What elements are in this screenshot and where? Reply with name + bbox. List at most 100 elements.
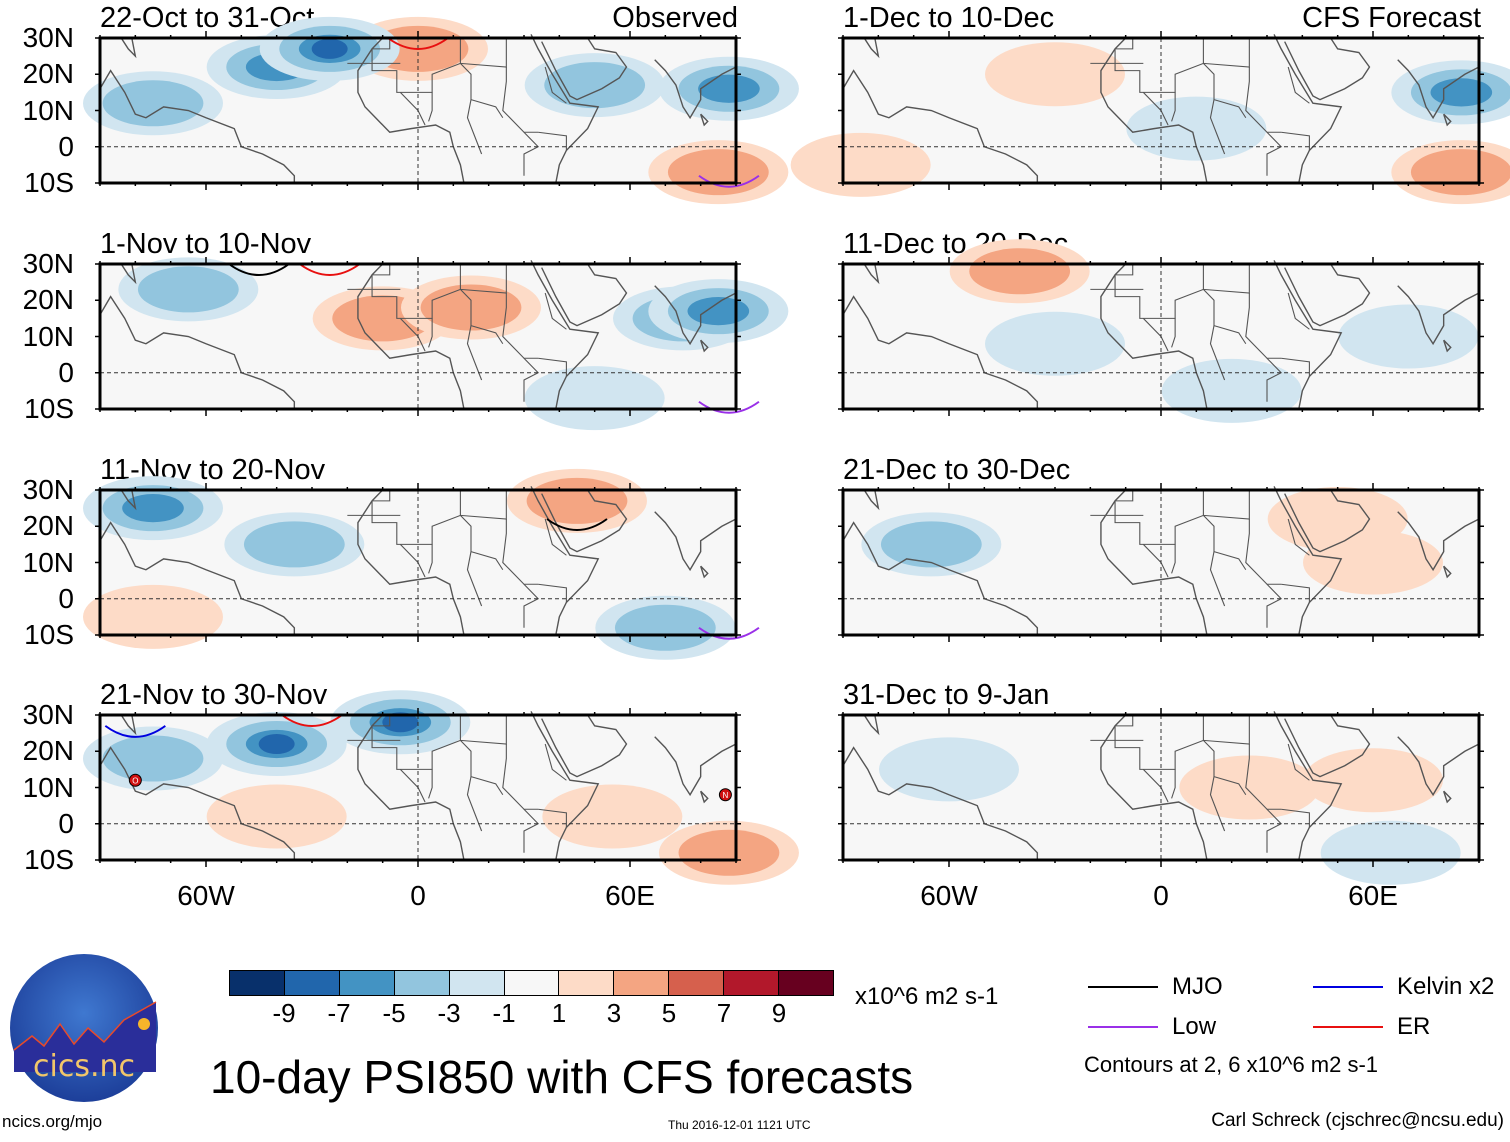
colorbar-tick-label: 3 bbox=[606, 998, 622, 1028]
lon-tick-label: 60W bbox=[177, 880, 235, 911]
anomaly-blob bbox=[526, 477, 628, 524]
wave-contour bbox=[546, 518, 608, 531]
anomaly-layer bbox=[949, 239, 1479, 423]
coastline bbox=[654, 59, 737, 120]
colorbar-tick-label: 7 bbox=[716, 998, 732, 1028]
colorbar-tick-label: 9 bbox=[771, 998, 787, 1028]
country-border bbox=[502, 519, 539, 585]
lon-axis-left: 60W 0 60E bbox=[100, 880, 736, 916]
country-border bbox=[1209, 325, 1226, 381]
lon-axis-right: 60W 0 60E bbox=[843, 880, 1479, 916]
anomaly-blob bbox=[258, 734, 295, 754]
legend-item-mjo: MJO bbox=[1088, 973, 1223, 1001]
colorbar-swatch bbox=[230, 971, 285, 995]
map-panel: 31-Dec to 9-Jan bbox=[743, 677, 1484, 892]
coastline bbox=[541, 37, 628, 101]
map-panel: 1-Nov to 10-Nov 30N 20N 10N 0 10S bbox=[0, 226, 789, 441]
colorbar-tick-label: -3 bbox=[437, 998, 461, 1028]
panel-title: 1-Dec to 10-Dec bbox=[843, 2, 1055, 34]
legend-line-mjo bbox=[1088, 986, 1158, 988]
wave-contour bbox=[228, 263, 290, 276]
coastline bbox=[1284, 489, 1371, 553]
anomaly-blob bbox=[969, 248, 1071, 295]
tropical-storm-icon: O bbox=[128, 773, 142, 787]
storm-label: N bbox=[723, 791, 729, 800]
country-border bbox=[523, 357, 540, 402]
coastline bbox=[530, 260, 600, 410]
coastline bbox=[842, 295, 1039, 409]
country-border bbox=[1266, 583, 1283, 628]
coastline bbox=[700, 565, 709, 579]
country-border bbox=[1266, 808, 1283, 853]
colorbar-tick-label: 5 bbox=[661, 998, 677, 1028]
figure-title: 10-day PSI850 with CFS forecasts bbox=[210, 1051, 914, 1103]
country-border bbox=[523, 583, 540, 628]
colorbar-swatch bbox=[614, 971, 670, 995]
lat-tick-label: 10S bbox=[24, 844, 74, 875]
map-plot bbox=[83, 16, 799, 205]
coastline bbox=[654, 285, 737, 346]
country-border bbox=[1114, 490, 1250, 545]
country-border bbox=[523, 808, 540, 853]
lat-tick-label: 20N bbox=[22, 58, 74, 90]
country-border bbox=[1209, 551, 1226, 607]
colorbar-tick-label: -7 bbox=[327, 998, 351, 1028]
source-url: ncics.org/mjo bbox=[2, 1112, 103, 1131]
anomaly-blob bbox=[137, 266, 239, 313]
country-border bbox=[1266, 357, 1283, 402]
coastline bbox=[1284, 37, 1371, 101]
country-border bbox=[1281, 583, 1310, 603]
wave-contour bbox=[387, 37, 449, 50]
anomaly-blob bbox=[1338, 304, 1479, 369]
anomaly-blob bbox=[102, 80, 204, 127]
tropical-storm-icon: N bbox=[718, 788, 732, 802]
colorbar-swatch bbox=[559, 971, 615, 995]
country-border bbox=[466, 99, 483, 155]
lat-axis: 30N 20N 10N 0 10S bbox=[0, 476, 74, 649]
lat-tick-label: 10S bbox=[24, 619, 74, 650]
panel-title: 31-Dec to 9-Jan bbox=[843, 679, 1050, 711]
lat-tick-label: 0 bbox=[58, 582, 74, 614]
colorbar-swatch bbox=[339, 971, 395, 995]
country-border bbox=[1281, 131, 1310, 151]
country-border bbox=[1245, 519, 1282, 585]
anomaly-blob bbox=[1303, 748, 1443, 813]
coastline bbox=[530, 34, 600, 184]
coastline bbox=[654, 511, 737, 572]
country-border bbox=[538, 808, 567, 828]
country-border bbox=[544, 743, 567, 781]
coastline bbox=[99, 295, 296, 409]
lat-tick-label: 10S bbox=[24, 167, 74, 198]
coastline bbox=[1273, 260, 1343, 410]
map-panel: 1-Dec to 10-Dec CFS Forecast bbox=[743, 0, 1510, 215]
lat-tick-label: 20N bbox=[22, 284, 74, 316]
legend-line-er bbox=[1313, 1026, 1383, 1028]
country-border bbox=[466, 325, 483, 381]
wave-contour bbox=[698, 400, 760, 414]
lat-axis: 30N 20N 10N 0 10S bbox=[0, 250, 74, 423]
panel-source-label: Observed bbox=[612, 2, 738, 34]
country-border bbox=[1245, 744, 1282, 810]
country-border bbox=[538, 357, 567, 377]
colorbar-swatch bbox=[669, 971, 725, 995]
lat-tick-label: 10N bbox=[22, 320, 74, 352]
map-plot bbox=[83, 468, 760, 660]
anomaly-blob bbox=[687, 297, 750, 326]
country-border bbox=[502, 293, 539, 359]
country-border bbox=[1209, 99, 1226, 155]
coastline bbox=[654, 736, 737, 797]
anomaly-blob bbox=[1179, 755, 1320, 820]
anomaly-blob bbox=[382, 712, 419, 733]
anomaly-blob bbox=[1126, 96, 1267, 161]
coastline bbox=[1284, 714, 1371, 778]
country-border bbox=[502, 744, 539, 810]
wave-contour bbox=[698, 174, 760, 188]
coastline bbox=[541, 263, 628, 327]
anomaly-blob bbox=[524, 366, 665, 431]
coastline bbox=[541, 714, 628, 778]
country-border bbox=[1287, 518, 1310, 556]
map-plot bbox=[838, 483, 1484, 642]
legend-label: ER bbox=[1397, 1013, 1431, 1040]
lon-tick-label: 60E bbox=[605, 880, 655, 911]
anomaly-blob bbox=[1303, 530, 1443, 595]
